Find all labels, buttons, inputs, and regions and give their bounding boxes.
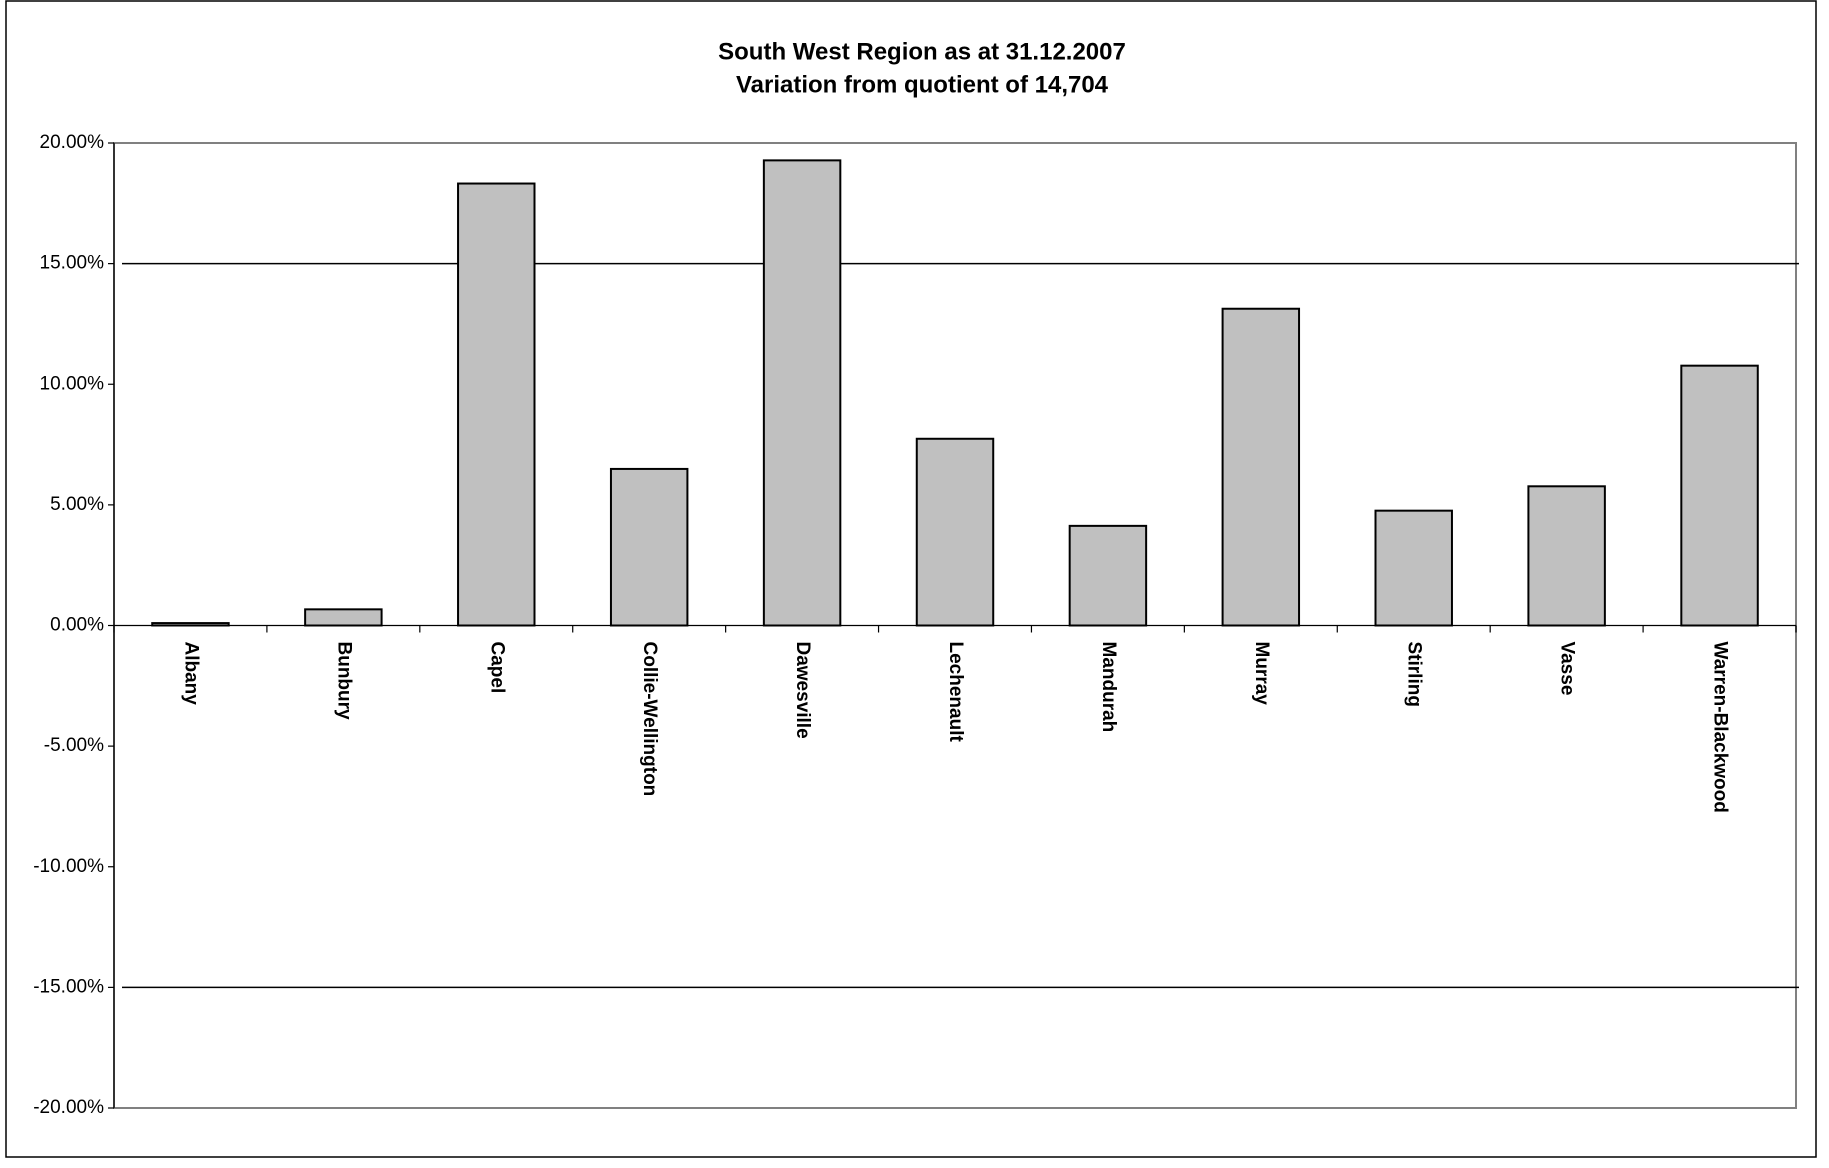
x-tick-label: Albany [180,642,201,706]
y-tick-label: -20.00% [33,1097,104,1118]
chart-title: South West Region as at 31.12.2007 [718,38,1126,65]
y-tick-label: -15.00% [33,976,104,997]
bar [609,467,689,627]
x-tick-label: Vasse [1557,642,1578,696]
x-tick-label: Lechenault [945,642,966,743]
y-tick-label: 0.00% [50,615,104,636]
bar [915,437,995,627]
bar [1374,509,1453,627]
x-tick-label: Murray [1251,642,1272,706]
chart-subtitle: Variation from quotient of 14,704 [736,71,1109,98]
x-tick-label: Collie-Wellington [639,642,660,797]
bar [762,159,842,627]
x-tick-label: Dawesville [792,642,813,739]
y-tick-label: 10.00% [40,373,105,394]
y-tick-label: 20.00% [40,132,105,153]
chart-border [5,0,1817,1158]
bar [1527,485,1606,627]
bar [1680,364,1759,627]
bar [1068,524,1148,627]
y-tick-label: 5.00% [50,494,104,515]
x-tick-label: Bunbury [333,642,354,721]
x-tick-label: Mandurah [1098,642,1119,733]
y-tick-label: -10.00% [33,856,104,877]
y-tick-label: 15.00% [40,253,105,274]
bar [457,182,536,627]
y-tick-label: -5.00% [44,735,104,756]
bar [304,608,383,627]
x-tick-label: Stirling [1404,642,1425,707]
bar [1221,307,1301,627]
x-tick-label: Warren-Blackwood [1710,642,1731,813]
x-tick-label: Capel [486,642,507,694]
